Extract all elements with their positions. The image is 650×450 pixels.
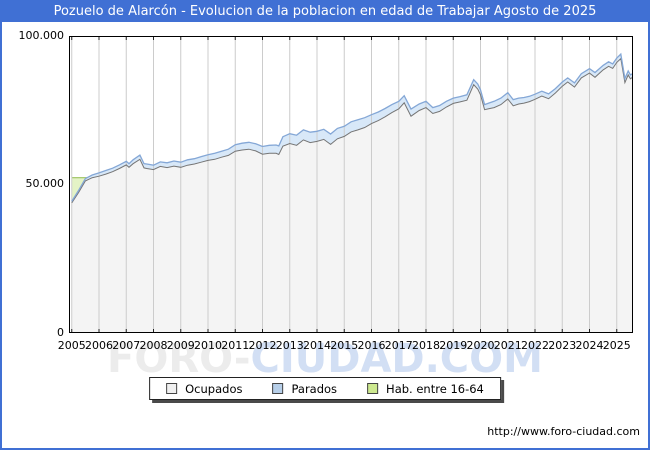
legend-item-parados: Parados <box>272 382 337 396</box>
hab-16-64-swatch-icon <box>367 383 379 394</box>
watermark: FORO-CIUDAD.COM <box>2 336 648 382</box>
line-parados-top <box>71 52 633 202</box>
y-axis-label-100000: 100.000 <box>18 29 65 42</box>
x-axis-label: 2018 <box>412 339 440 352</box>
ocupados-swatch-icon <box>166 383 178 394</box>
area-parados <box>71 54 633 203</box>
x-axis-label: 2021 <box>493 339 522 352</box>
x-axis-label: 2017 <box>384 339 413 352</box>
y-axis-label-0: 0 <box>57 326 64 339</box>
plot-area <box>69 36 633 333</box>
x-axis-label: 2022 <box>521 339 549 352</box>
x-axis-label: 2016 <box>357 339 386 352</box>
watermark-foro: FORO- <box>107 336 251 382</box>
watermark-ciudad: CIUDAD.COM <box>250 336 543 382</box>
title-bar: Pozuelo de Alarcón - Evolucion de la pob… <box>2 2 648 22</box>
area-ocupados <box>71 58 633 333</box>
plot-svg <box>69 36 633 333</box>
legend-label-ocupados: Ocupados <box>185 381 243 396</box>
x-axis-label: 2025 <box>602 339 631 352</box>
x-axis-label: 2007 <box>112 339 141 352</box>
x-axis-label: 2012 <box>248 339 277 352</box>
x-axis-label: 2023 <box>548 339 577 352</box>
legend-item-hab-16-64: Hab. entre 16-64 <box>367 382 484 396</box>
x-axis-label: 2006 <box>85 339 113 352</box>
x-axis-label: 2024 <box>575 339 604 352</box>
legend-label-parados: Parados <box>291 381 338 396</box>
page-title: Pozuelo de Alarcón - Evolucion de la pob… <box>53 4 597 19</box>
x-axis-label: 2005 <box>57 339 86 352</box>
x-axis-label: 2011 <box>221 339 250 352</box>
x-axis-label: 2010 <box>194 339 222 352</box>
x-axis-labels: 2005 2006 2007 2008 2009 2010 2011 2012 2013 2014… <box>2 339 648 353</box>
y-axis-label-50000: 50.000 <box>25 177 65 190</box>
x-axis-label: 2020 <box>466 339 495 352</box>
legend-item-ocupados: Ocupados <box>166 382 242 396</box>
x-axis-label: 2014 <box>303 339 331 352</box>
x-axis-label: 2019 <box>439 339 468 352</box>
x-axis-label: 2009 <box>166 339 195 352</box>
line-ocupados <box>71 57 633 204</box>
footer-url: http://www.foro-ciudad.com <box>487 425 640 438</box>
x-axis-label: 2008 <box>139 339 168 352</box>
legend-label-hab-16-64: Hab. entre 16-64 <box>386 381 484 396</box>
x-axis-label: 2013 <box>275 339 304 352</box>
plot-border <box>69 36 633 333</box>
parados-swatch-icon <box>272 383 284 394</box>
x-axis-label: 2015 <box>330 339 359 352</box>
legend-box: Ocupados Parados Hab. entre 16-64 <box>149 377 501 400</box>
